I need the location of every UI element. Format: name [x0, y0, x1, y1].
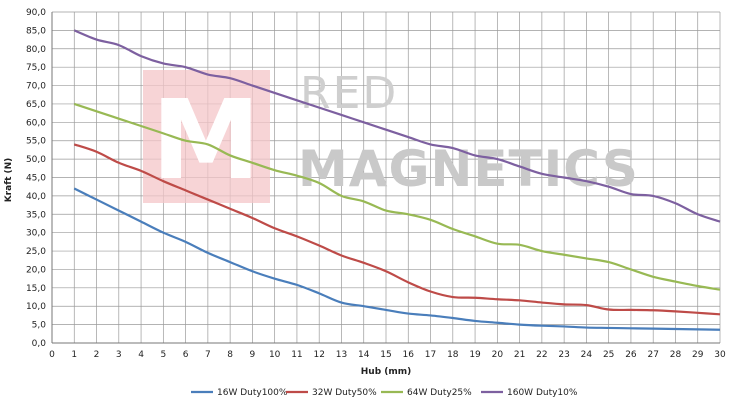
x-tick-label: 3 — [116, 350, 122, 360]
x-tick-label: 19 — [469, 350, 481, 360]
x-tick-label: 13 — [336, 350, 347, 360]
x-tick-label: 18 — [447, 350, 459, 360]
x-tick-label: 4 — [138, 350, 144, 360]
x-tick-label: 15 — [380, 350, 391, 360]
y-tick-label: 55,0 — [26, 137, 46, 147]
y-tick-label: 60,0 — [26, 118, 46, 128]
x-tick-label: 8 — [227, 350, 233, 360]
x-tick-label: 23 — [558, 350, 569, 360]
axes — [51, 12, 720, 344]
x-tick-label: 6 — [183, 350, 189, 360]
x-tick-label: 20 — [492, 350, 504, 360]
x-tick-label: 0 — [49, 350, 55, 360]
y-tick-label: 85,0 — [26, 26, 46, 36]
y-tick-label: 50,0 — [26, 155, 46, 165]
y-tick-label: 35,0 — [26, 210, 46, 220]
x-tick-label: 11 — [291, 350, 302, 360]
watermark: M RED MAGNETICS — [143, 68, 639, 204]
x-tick-label: 1 — [71, 350, 77, 360]
y-tick-label: 45,0 — [26, 174, 46, 184]
y-tick-label: 10,0 — [26, 302, 46, 312]
x-tick-label: 12 — [313, 350, 324, 360]
legend-label-0: 16W Duty100% — [217, 388, 288, 398]
x-tick-label: 26 — [625, 350, 637, 360]
x-axis-title: Hub (mm) — [361, 367, 412, 377]
x-tick-label: 17 — [425, 350, 436, 360]
y-tick-label: 65,0 — [26, 100, 46, 110]
x-tick-label: 25 — [603, 350, 614, 360]
legend-label-1: 32W Duty50% — [312, 388, 377, 398]
legend-label-3: 160W Duty10% — [507, 388, 578, 398]
watermark-text-magnetics: MAGNETICS — [298, 140, 639, 198]
series-line-3 — [73, 29, 721, 223]
x-tick-label: 21 — [514, 350, 525, 360]
x-tick-label: 9 — [250, 350, 256, 360]
y-tick-label: 75,0 — [26, 63, 46, 73]
y-tick-label: 15,0 — [26, 284, 46, 294]
y-tick-label: 0,0 — [32, 339, 47, 349]
series-line-2 — [73, 102, 721, 291]
x-tick-label: 30 — [714, 350, 726, 360]
x-tick-label: 14 — [358, 350, 370, 360]
series-line-1 — [73, 143, 721, 316]
y-tick-label: 90,0 — [26, 8, 46, 18]
y-tick-label: 30,0 — [26, 229, 46, 239]
x-tick-label: 29 — [692, 350, 704, 360]
x-tick-label: 5 — [160, 350, 166, 360]
x-tick-label: 7 — [205, 350, 211, 360]
y-tick-label: 5,0 — [32, 321, 47, 331]
y-tick-label: 25,0 — [26, 247, 46, 257]
y-tick-label: 70,0 — [26, 82, 46, 92]
y-axis-title: Kraft (N) — [4, 158, 14, 203]
x-tick-label: 22 — [536, 350, 547, 360]
x-tick-label: 27 — [647, 350, 658, 360]
y-tick-label: 80,0 — [26, 45, 46, 55]
series-line-0 — [73, 187, 721, 331]
x-tick-label: 16 — [403, 350, 415, 360]
y-tick-label: 20,0 — [26, 265, 46, 275]
x-tick-label: 28 — [670, 350, 682, 360]
x-tick-label: 10 — [269, 350, 281, 360]
x-tick-label: 24 — [581, 350, 593, 360]
x-tick-label: 2 — [94, 350, 100, 360]
tick-labels: 0 1 2 3 4 5 6 7 8 9 10 11 12 13 14 15 16 17 18 19 20 21 22 23 24… — [26, 8, 726, 360]
series-lines — [73, 29, 721, 331]
legend-label-2: 64W Duty25% — [407, 388, 472, 398]
y-tick-label: 40,0 — [26, 192, 46, 202]
legend: 16W Duty100% 32W Duty50% 64W Duty25% 160W D… — [191, 388, 578, 398]
watermark-text-red: RED — [300, 68, 398, 119]
watermark-logo-letter: M — [151, 76, 260, 204]
